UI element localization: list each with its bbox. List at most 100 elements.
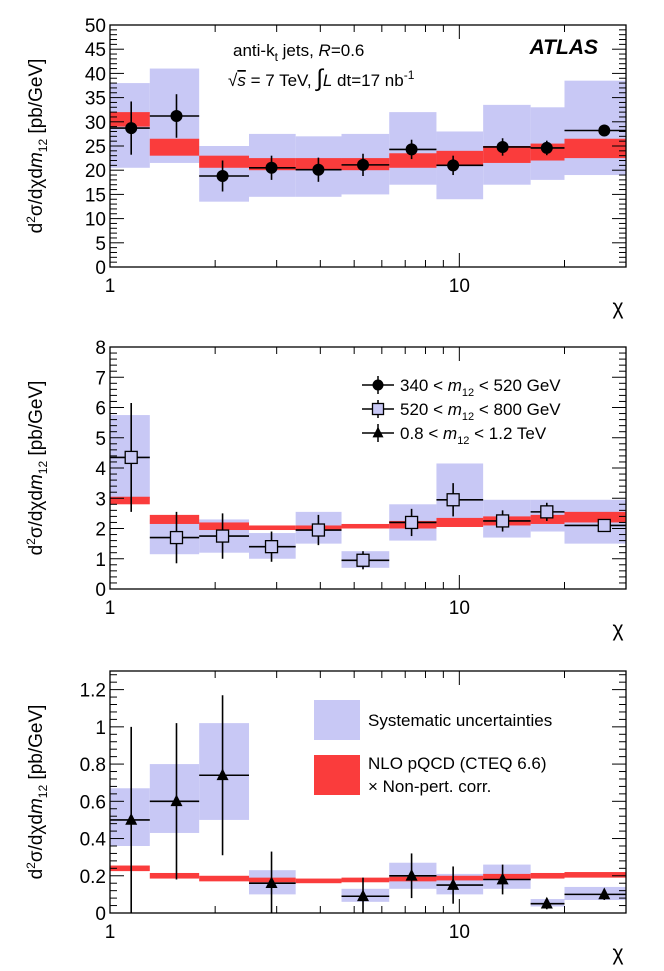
y-tick-label-5: 1 [95,718,106,739]
data-point-7 [446,493,460,507]
nlo-band-7 [436,517,484,527]
data-point-10 [598,887,611,900]
band-legend: Systematic uncertainties NLO pQCD (CTEQ 6… [314,700,552,796]
panel-340-520-points [110,94,626,192]
data-point-1 [170,109,183,122]
data-point-4 [312,163,325,176]
data-point-2 [216,768,229,781]
legend-label-2: 0.8 < m12 < 1.2 TeV [400,424,547,447]
y-tick-label-1: 0.2 [80,867,106,888]
y-tick-label-8: 8 [95,338,106,359]
y-tick-label-8: 40 [85,64,106,85]
panel-800-1200-points [110,695,626,913]
nlo-band-2 [199,875,250,882]
data-point-10 [598,124,611,137]
x-tick-label-1: 10 [449,598,470,619]
y-tick-label-5: 5 [95,429,106,450]
y-tick-label-1: 5 [95,234,106,255]
nlo-band-3 [249,525,296,531]
data-point-3 [265,161,278,174]
nlo-band-0 [110,112,150,127]
legend-nlo-label: NLO pQCD (CTEQ 6.6) [368,754,547,773]
data-point-2 [215,529,230,543]
data-point-9 [540,141,553,154]
legend-nlo-patch [314,755,360,795]
nlo-band-10 [564,511,626,523]
x-tick-label-0: 1 [105,922,116,943]
x-tick-label-0: 1 [105,598,116,619]
legend-marker-1 [371,402,385,416]
nlo-band-9 [530,872,565,879]
data-point-3 [265,876,278,889]
nlo-band-8 [483,146,531,163]
panel-340-520-y-axis-label: d2σ/dχdm12 [pb/GeV] [24,59,50,234]
y-tick-label-0: 0 [95,904,106,925]
y-tick-label-5: 25 [85,137,106,158]
syst-band-10 [564,886,626,900]
data-point-6 [404,515,419,530]
nlo-band-1 [149,138,200,156]
data-point-7 [447,878,460,890]
data-point-7 [447,159,460,172]
x-tick-label-1: 10 [449,276,470,297]
panel-520-800-points [110,402,626,570]
y-tick-label-7: 35 [85,89,106,110]
y-tick-label-2: 10 [85,210,106,231]
data-point-2 [216,170,229,183]
y-tick-label-1: 1 [95,550,106,571]
y-tick-label-9: 45 [85,40,106,61]
syst-band-7 [436,463,484,520]
y-tick-label-10: 50 [85,16,106,37]
nlo-band-0 [110,865,150,872]
data-point-8 [496,872,509,885]
data-point-8 [495,514,510,528]
syst-band-10 [564,80,626,176]
x-tick-label-0: 1 [105,276,116,297]
panel-800-1200-bands [110,723,626,907]
panel-340-520-ticks: 0 5 10 15 20 25 30 35 40 45 50 1 10 [85,16,627,297]
nlo-band-0 [110,496,150,505]
y-tick-label-3: 3 [95,489,106,510]
y-tick-label-6: 30 [85,113,106,134]
panel-340-520: 0 5 10 15 20 25 30 35 40 45 50 1 10 d2σ/dχdm12 [pb/G… [24,16,627,319]
panel-800-1200-y-axis-label: d2σ/dχdm12 [pb/GeV] [24,705,50,880]
data-point-0 [124,450,138,465]
jet-algorithm-annotation: anti-kt jets, R=0.6 [233,41,364,64]
y-tick-label-2: 0.4 [80,830,107,851]
nlo-band-7 [436,150,484,166]
legend-label-0: 340 < m12 < 520 GeV [400,376,561,399]
data-point-1 [169,530,184,545]
data-point-0 [125,122,138,135]
panel-800-1200-x-axis-label: χ [612,942,623,965]
panel-520-800-y-axis-label: d2σ/dχdm12 [pb/GeV] [24,381,50,556]
nlo-band-10 [564,872,626,878]
data-point-6 [405,868,418,881]
panel-520-800-bands [110,415,626,568]
data-point-8 [496,140,509,153]
energy-luminosity-annotation: √s = 7 TeV, ∫L dt=17 nb-1 [228,65,415,92]
nlo-band-2 [199,522,250,531]
y-tick-label-6: 1.2 [80,681,106,702]
panel-340-520-x-axis-label: χ [612,296,623,319]
y-tick-label-3: 15 [85,185,106,206]
atlas-label: ATLAS [529,36,598,59]
panel-800-1200-frame [109,670,627,914]
legend-syst-label: Systematic uncertainties [368,711,552,730]
x-tick-label-1: 10 [449,922,470,943]
data-point-5 [356,553,370,567]
panel-520-800-x-axis-label: χ [612,618,623,641]
legend-nlo-label-line2: × Non-pert. corr. [368,777,491,796]
y-tick-label-6: 6 [95,399,106,420]
panel-800-1200: 0 0.2 0.4 0.6 0.8 1 1.2 1 10 d2σ/dχdm12 [pb/GeV]… [24,670,627,965]
legend-syst-patch [314,700,360,740]
legend-marker-0 [372,379,384,391]
nlo-band-5 [341,523,390,529]
legend-label-1: 520 < m12 < 800 GeV [400,400,561,423]
data-point-1 [170,794,183,807]
data-point-9 [540,896,553,909]
data-point-5 [357,889,370,902]
data-point-5 [357,158,370,171]
